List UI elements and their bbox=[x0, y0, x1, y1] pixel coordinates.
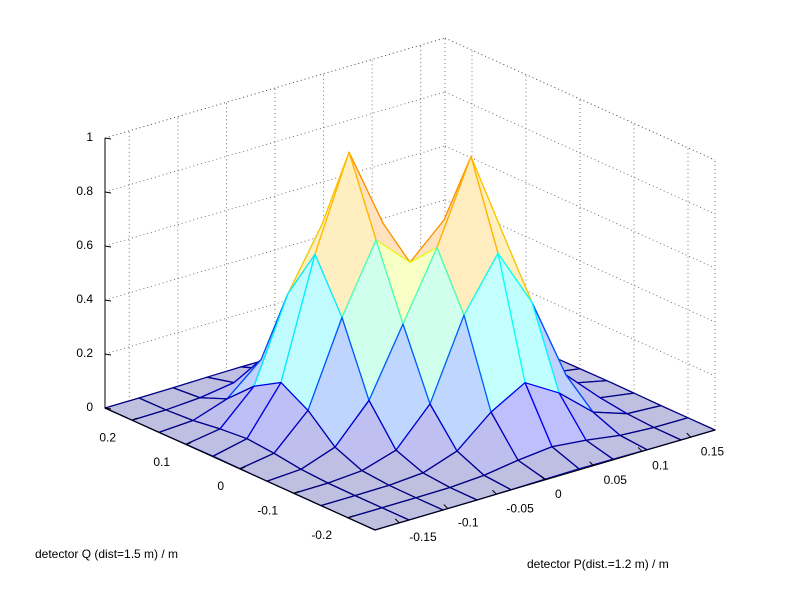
x-tick-label: 0.05 bbox=[604, 473, 628, 487]
x-tick-label: -0.15 bbox=[409, 530, 437, 544]
z-tick-label: 0.8 bbox=[76, 184, 93, 198]
y-tick-label: -0.1 bbox=[257, 504, 278, 518]
x-tick-label: 0.15 bbox=[701, 444, 725, 458]
z-tick-label: 0 bbox=[86, 400, 93, 414]
tick-mark bbox=[131, 417, 138, 421]
tick-mark bbox=[540, 475, 546, 481]
x-tick-label: 0 bbox=[555, 487, 562, 501]
z-tick-label: 0.2 bbox=[76, 346, 93, 360]
tick-mark bbox=[589, 461, 594, 467]
grid-line bbox=[444, 37, 716, 161]
surface-layer bbox=[104, 151, 716, 531]
tick-mark bbox=[347, 515, 354, 519]
grid-line bbox=[444, 253, 716, 377]
z-tick-label: 1 bbox=[86, 130, 93, 144]
tick-mark bbox=[637, 447, 643, 452]
z-tick-label: 0.6 bbox=[76, 238, 93, 252]
tick-mark bbox=[239, 466, 246, 470]
x-tick-label: -0.05 bbox=[506, 501, 534, 515]
x-tick-label: 0.1 bbox=[652, 459, 669, 473]
tick-mark bbox=[293, 490, 300, 494]
axes-layer: 0 0.2 0.4 0.6 0.8 1 -0.15 -0.1 -0.05 0 0.05 0.1 0.15… bbox=[76, 130, 724, 544]
x-tick-label: -0.1 bbox=[458, 516, 479, 530]
z-tick-label: 0.4 bbox=[76, 292, 93, 306]
y-tick-label: 0.2 bbox=[99, 430, 116, 444]
y-tick-label: -0.2 bbox=[311, 528, 332, 542]
tick-mark bbox=[686, 432, 692, 438]
x-axis-title: detector P(dist.=1.2 m) / m bbox=[527, 557, 669, 571]
tick-mark bbox=[104, 191, 112, 194]
y-axis-title: detector Q (dist=1.5 m) / m bbox=[35, 547, 178, 561]
grid-line bbox=[444, 145, 716, 269]
axis-line bbox=[374, 429, 716, 531]
tick-mark bbox=[394, 518, 400, 524]
tick-mark bbox=[104, 299, 112, 302]
tick-mark bbox=[104, 137, 112, 140]
tick-mark bbox=[185, 442, 192, 446]
tick-mark bbox=[104, 245, 112, 248]
tick-mark bbox=[492, 489, 497, 495]
tick-mark bbox=[443, 504, 449, 509]
y-tick-label: 0.1 bbox=[153, 455, 170, 469]
y-tick-label: 0 bbox=[217, 479, 224, 493]
axis-line bbox=[104, 407, 376, 531]
tick-mark bbox=[104, 353, 112, 356]
